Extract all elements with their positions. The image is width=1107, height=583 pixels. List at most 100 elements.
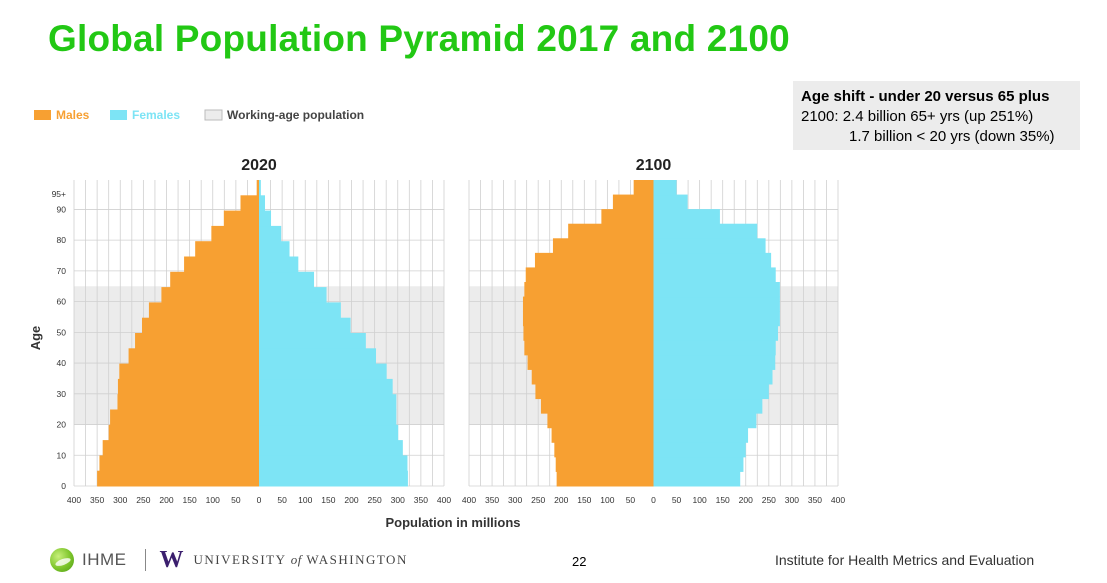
ihme-logo-icon bbox=[50, 548, 74, 572]
x-tick-label: 200 bbox=[159, 495, 173, 505]
x-tick-label: 350 bbox=[485, 495, 499, 505]
footer-institute: Institute for Health Metrics and Evaluat… bbox=[775, 552, 1035, 568]
male-bar bbox=[184, 256, 259, 273]
uw-prefix: UNIVERSITY bbox=[193, 552, 287, 567]
x-tick-label: 300 bbox=[391, 495, 405, 505]
y-axis-label: Age bbox=[28, 326, 43, 351]
female-bar bbox=[259, 455, 408, 472]
y-tick-label: 70 bbox=[57, 266, 67, 276]
x-tick-label: 350 bbox=[90, 495, 104, 505]
female-bar bbox=[653, 354, 776, 370]
x-tick-label: 200 bbox=[344, 495, 358, 505]
female-bar bbox=[259, 302, 341, 319]
male-bar bbox=[135, 333, 259, 349]
x-tick-label: 400 bbox=[67, 495, 81, 505]
y-tick-label: 10 bbox=[57, 450, 67, 460]
x-tick-label: 250 bbox=[531, 495, 545, 505]
y-tick-label: 50 bbox=[57, 327, 67, 337]
male-bar bbox=[527, 354, 654, 370]
legend-working-age-label: Working-age population bbox=[227, 108, 364, 122]
x-tick-label: 100 bbox=[206, 495, 220, 505]
male-bar bbox=[525, 267, 654, 283]
male-bar bbox=[524, 282, 654, 298]
female-bar bbox=[259, 363, 387, 380]
female-bar bbox=[653, 384, 769, 400]
x-tick-label: 50 bbox=[277, 495, 287, 505]
male-bar bbox=[556, 471, 654, 487]
male-bar bbox=[612, 194, 654, 210]
uw-suffix: WASHINGTON bbox=[306, 552, 408, 567]
x-tick-label: 50 bbox=[626, 495, 636, 505]
pyramid-2100: 2100 400 350 300 250 200 150 100 50 0 50 100 150 200 2… bbox=[462, 157, 845, 505]
male-bar bbox=[195, 241, 259, 257]
uw-logo-icon: W bbox=[159, 546, 184, 573]
male-bar bbox=[170, 271, 259, 288]
female-bar bbox=[259, 470, 408, 487]
female-bar bbox=[259, 210, 272, 227]
chart-legend: Males Females Working-age population bbox=[34, 108, 364, 122]
x-tick-label: 250 bbox=[368, 495, 382, 505]
x-tick-label: 100 bbox=[298, 495, 312, 505]
y-tick-label: 80 bbox=[57, 235, 67, 245]
male-bar bbox=[551, 427, 654, 443]
male-bar bbox=[552, 238, 654, 254]
x-tick-label: 150 bbox=[716, 495, 730, 505]
footer-divider bbox=[144, 549, 146, 571]
male-bar bbox=[523, 325, 654, 341]
female-bar bbox=[259, 195, 266, 212]
female-bar bbox=[653, 238, 766, 254]
female-bar bbox=[259, 225, 282, 242]
slide-title: Global Population Pyramid 2017 and 2100 bbox=[48, 18, 790, 59]
y-tick-label: 40 bbox=[57, 358, 67, 368]
female-bar bbox=[259, 440, 403, 456]
female-bar bbox=[653, 194, 688, 210]
male-bar bbox=[110, 409, 259, 426]
male-bar bbox=[601, 209, 654, 225]
female-bar bbox=[259, 256, 299, 273]
male-bar bbox=[148, 302, 259, 319]
male-bar bbox=[554, 442, 654, 458]
male-bar bbox=[102, 440, 259, 456]
female-bar bbox=[653, 340, 776, 356]
female-bar bbox=[653, 442, 746, 458]
pyramid-title: 2100 bbox=[636, 157, 672, 174]
uw-of: of bbox=[290, 552, 302, 567]
y-tick-label: 60 bbox=[57, 297, 67, 307]
x-tick-label: 150 bbox=[183, 495, 197, 505]
x-tick-label: 100 bbox=[600, 495, 614, 505]
x-tick-label: 250 bbox=[762, 495, 776, 505]
male-bar bbox=[524, 340, 654, 356]
female-bar bbox=[259, 333, 366, 349]
x-tick-label: 350 bbox=[808, 495, 822, 505]
x-tick-label: 300 bbox=[113, 495, 127, 505]
male-bar bbox=[97, 470, 259, 487]
female-bar bbox=[653, 325, 779, 341]
female-bar bbox=[653, 267, 776, 283]
note-line-1: 2100: 2.4 billion 65+ yrs (up 251%) bbox=[801, 108, 1034, 125]
x-tick-label: 400 bbox=[437, 495, 451, 505]
female-bar bbox=[653, 456, 744, 472]
age-shift-note: Age shift - under 20 versus 65 plus 2100… bbox=[793, 81, 1080, 150]
x-tick-label: 150 bbox=[577, 495, 591, 505]
male-bar bbox=[141, 317, 259, 334]
female-bar bbox=[259, 271, 315, 288]
legend-females-swatch bbox=[110, 110, 127, 120]
x-tick-label: 50 bbox=[672, 495, 682, 505]
male-bar bbox=[522, 296, 654, 312]
female-bar bbox=[653, 471, 741, 487]
female-bar bbox=[259, 317, 351, 334]
x-tick-label: 200 bbox=[739, 495, 753, 505]
male-bar bbox=[240, 195, 259, 212]
female-bar bbox=[653, 369, 773, 385]
x-tick-label: 250 bbox=[136, 495, 150, 505]
female-bar bbox=[653, 413, 757, 429]
page-number: 22 bbox=[572, 554, 587, 569]
uw-wordmark: UNIVERSITY of WASHINGTON bbox=[194, 552, 408, 568]
x-tick-label: 350 bbox=[414, 495, 428, 505]
y-tick-label: 95+ bbox=[52, 189, 66, 199]
male-bar bbox=[531, 369, 654, 385]
female-bar bbox=[259, 241, 290, 257]
x-tick-label: 0 bbox=[651, 495, 656, 505]
male-bar bbox=[568, 223, 654, 239]
